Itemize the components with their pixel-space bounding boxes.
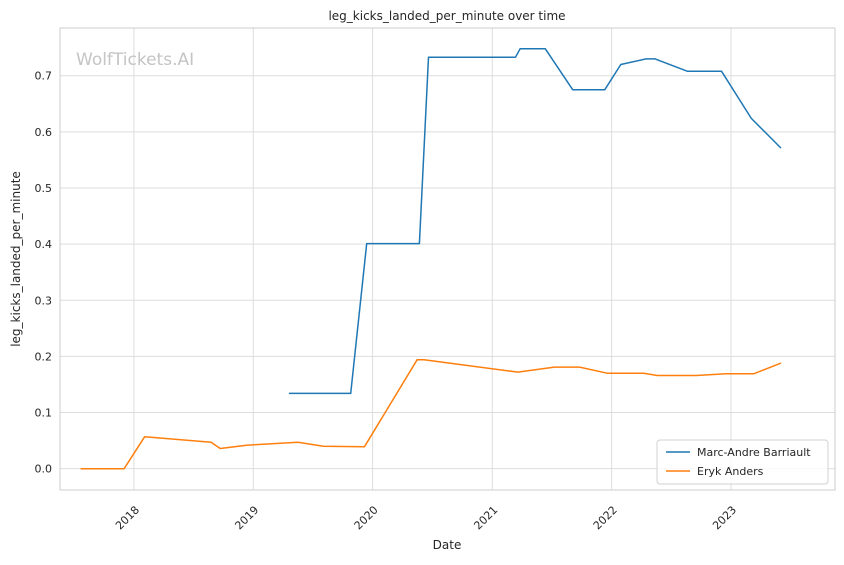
legend-label-marc-andre-barriault: Marc-Andre Barriault (697, 446, 811, 459)
watermark: WolfTickets.AI (76, 50, 194, 70)
x-axis-label: Date (433, 538, 462, 552)
x-tick-label: 2019 (232, 503, 261, 532)
series-line-marc-andre-barriault (289, 49, 781, 394)
chart-title: leg_kicks_landed_per_minute over time (328, 9, 565, 23)
y-tick-label: 0.0 (35, 463, 53, 476)
series-layer (81, 49, 781, 469)
y-tick-label: 0.6 (35, 126, 53, 139)
y-tick-label: 0.3 (35, 294, 53, 307)
y-tick-label: 0.2 (35, 350, 53, 363)
grid-layer (60, 28, 835, 490)
y-tick-label: 0.7 (35, 70, 53, 83)
plot-frame (60, 28, 835, 490)
ticks-layer: 0.0 0.1 0.2 0.3 0.4 0.5 0.6 0.7 2018 2019 2020 2021… (35, 70, 740, 533)
x-tick-label: 2018 (113, 503, 142, 532)
x-tick-label: 2022 (591, 503, 620, 532)
y-tick-label: 0.1 (35, 407, 53, 420)
x-tick-label: 2023 (710, 503, 739, 532)
legend: Marc-Andre Barriault Eryk Anders (657, 440, 828, 484)
y-axis-label: leg_kicks_landed_per_minute (9, 171, 23, 347)
y-tick-label: 0.4 (35, 238, 53, 251)
y-tick-label: 0.5 (35, 182, 53, 195)
x-tick-label: 2020 (352, 503, 381, 532)
legend-label-eryk-anders: Eryk Anders (697, 465, 764, 478)
x-tick-label: 2021 (471, 503, 500, 532)
